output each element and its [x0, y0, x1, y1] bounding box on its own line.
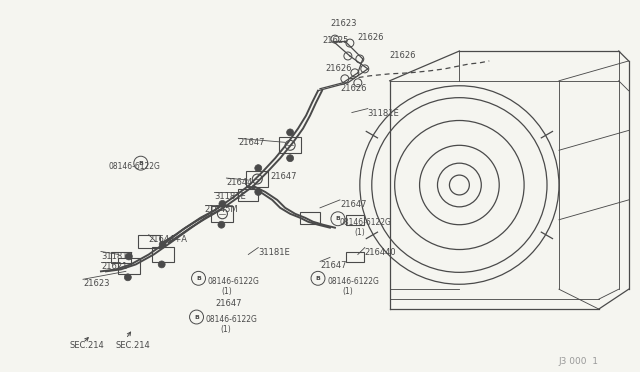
Circle shape: [351, 69, 359, 77]
Circle shape: [287, 155, 294, 162]
Text: (1): (1): [220, 325, 231, 334]
Text: SEC.214: SEC.214: [69, 341, 104, 350]
Text: 21623: 21623: [83, 279, 109, 288]
Text: 08146-6122G: 08146-6122G: [207, 277, 259, 286]
Circle shape: [287, 129, 294, 136]
Text: 21626: 21626: [325, 64, 351, 73]
Circle shape: [311, 271, 325, 285]
Text: 08146-6122G: 08146-6122G: [205, 315, 257, 324]
Circle shape: [346, 39, 354, 47]
Text: SEC.214: SEC.214: [116, 341, 150, 350]
Text: 31181E: 31181E: [101, 251, 132, 260]
Text: 216440: 216440: [365, 247, 396, 257]
Text: 21623: 21623: [330, 19, 356, 28]
Text: B: B: [316, 276, 321, 281]
Text: 21644+A: 21644+A: [148, 235, 188, 244]
Text: (1): (1): [355, 228, 365, 237]
Circle shape: [361, 65, 369, 73]
Circle shape: [219, 201, 226, 207]
Text: 08146-6122G: 08146-6122G: [109, 162, 161, 171]
Circle shape: [255, 189, 262, 195]
Text: (1): (1): [342, 287, 353, 296]
Text: 21647: 21647: [340, 200, 367, 209]
Text: 21626: 21626: [390, 51, 416, 60]
Text: 21645M: 21645M: [205, 205, 238, 214]
Text: J3 000  1: J3 000 1: [559, 357, 599, 366]
Circle shape: [189, 310, 204, 324]
Circle shape: [124, 274, 131, 281]
Text: 31181E: 31181E: [214, 192, 246, 201]
Circle shape: [344, 52, 352, 60]
Text: 21647: 21647: [270, 172, 297, 181]
Text: B: B: [335, 216, 340, 221]
Circle shape: [331, 35, 339, 43]
Circle shape: [125, 253, 132, 260]
Circle shape: [159, 241, 166, 248]
Circle shape: [252, 174, 262, 184]
Circle shape: [356, 55, 364, 63]
Text: 21647: 21647: [320, 262, 346, 270]
Circle shape: [191, 271, 205, 285]
Text: 21647: 21647: [216, 299, 242, 308]
Circle shape: [218, 221, 225, 228]
Text: 21647: 21647: [238, 138, 265, 147]
Text: B: B: [196, 276, 201, 281]
Text: 21626: 21626: [340, 84, 367, 93]
Text: 08146-6122G: 08146-6122G: [340, 218, 392, 227]
Circle shape: [158, 261, 165, 268]
Circle shape: [341, 75, 349, 83]
Circle shape: [218, 209, 227, 219]
Text: 31181E: 31181E: [259, 247, 290, 257]
Text: 21621: 21621: [101, 262, 127, 272]
Circle shape: [354, 79, 362, 87]
Text: 21625: 21625: [322, 36, 348, 45]
Circle shape: [255, 165, 262, 171]
Text: 31181E: 31181E: [368, 109, 399, 118]
Text: (1): (1): [221, 287, 232, 296]
Text: 21626: 21626: [358, 33, 385, 42]
Text: B: B: [138, 161, 143, 166]
Text: 21644: 21644: [227, 178, 253, 187]
Circle shape: [285, 140, 295, 150]
Text: B: B: [194, 314, 199, 320]
Circle shape: [134, 156, 148, 170]
Circle shape: [331, 212, 345, 226]
Text: 08146-6122G: 08146-6122G: [328, 277, 380, 286]
